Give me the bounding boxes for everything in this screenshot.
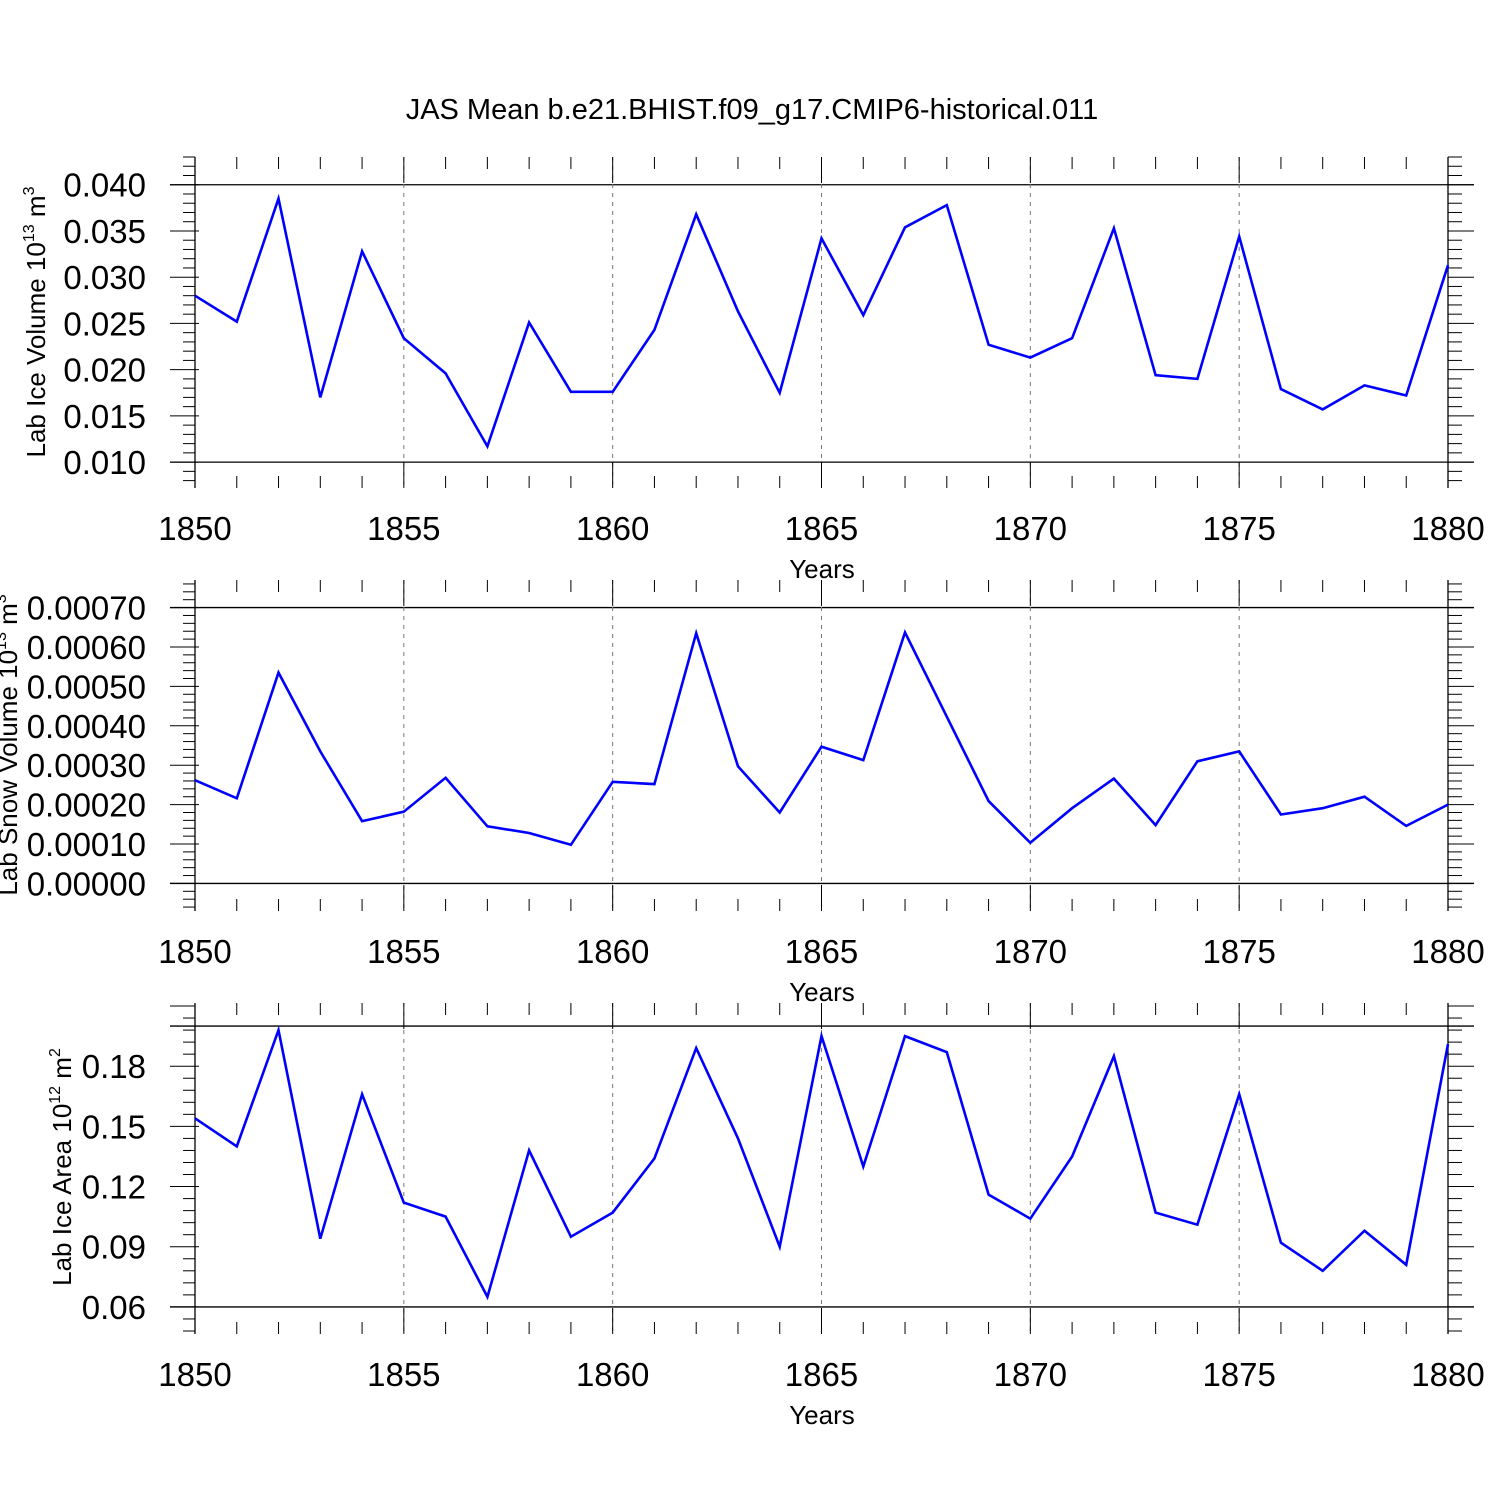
y-tick-label: 0.020 [63, 352, 146, 389]
x-axis-label: Years [789, 554, 855, 584]
chart-panel-2: 0.000000.000100.000200.000300.000400.000… [0, 580, 1485, 1007]
y-axis-label: Lab Ice Area 1012 m2 [47, 1048, 77, 1286]
x-tick-label: 1855 [367, 933, 440, 970]
x-tick-label: 1865 [785, 510, 858, 547]
y-tick-label: 0.035 [63, 213, 146, 250]
y-tick-label: 0.00020 [27, 787, 146, 824]
series-line-1 [194, 193, 1450, 450]
figure-title: JAS Mean b.e21.BHIST.f09_g17.CMIP6-histo… [406, 94, 1099, 126]
x-tick-label: 1860 [576, 1356, 649, 1393]
y-tick-label: 0.00000 [27, 865, 146, 902]
x-tick-label: 1850 [158, 933, 231, 970]
x-tick-label: 1870 [994, 933, 1067, 970]
y-tick-label: 0.030 [63, 259, 146, 296]
x-tick-label: 1870 [994, 510, 1067, 547]
x-tick-label: 1865 [785, 933, 858, 970]
y-tick-label: 0.06 [82, 1289, 146, 1326]
x-tick-label: 1880 [1411, 1356, 1484, 1393]
y-tick-label: 0.00010 [27, 826, 146, 863]
x-tick-label: 1880 [1411, 510, 1484, 547]
y-tick-label: 0.00040 [27, 708, 146, 745]
x-tick-label: 1865 [785, 1356, 858, 1393]
x-tick-label: 1880 [1411, 933, 1484, 970]
y-tick-label: 0.09 [82, 1229, 146, 1266]
panels: 0.010 0.015 0.020 0.025 0.030 0.035 0.040 1850 1… [0, 156, 1485, 1430]
x-tick-label: 1860 [576, 933, 649, 970]
y-axis-label: Lab Snow Volume 1013 m3 [0, 594, 23, 895]
series-line-2 [194, 628, 1449, 847]
y-tick-label: 0.040 [63, 167, 146, 204]
x-tick-label: 1850 [158, 1356, 231, 1393]
y-tick-label: 0.00030 [27, 747, 146, 784]
x-tick-label: 1850 [158, 510, 231, 547]
chart-panel-1: 0.010 0.015 0.020 0.025 0.030 0.035 0.040 1850 1… [21, 156, 1485, 584]
x-tick-label: 1860 [576, 510, 649, 547]
y-tick-label: 0.15 [82, 1108, 146, 1145]
y-axis-label: Lab Ice Volume 1013 m3 [21, 186, 51, 457]
x-tick-label: 1875 [1202, 1356, 1275, 1393]
y-tick-label: 0.010 [63, 444, 146, 481]
x-tick-label: 1855 [367, 1356, 440, 1393]
x-tick-label: 1870 [994, 1356, 1067, 1393]
x-tick-label: 1855 [367, 510, 440, 547]
y-tick-label: 0.00050 [27, 668, 146, 705]
x-tick-label: 1875 [1202, 510, 1275, 547]
y-tick-label: 0.12 [82, 1169, 146, 1206]
chart-panel-3: 0.06 0.09 0.12 0.15 0.18 1850 1855 1860 1865 1870… [47, 1003, 1485, 1430]
y-tick-label: 0.025 [63, 305, 146, 342]
y-tick-label: 0.00060 [27, 629, 146, 666]
x-tick-label: 1875 [1202, 933, 1275, 970]
y-tick-label: 0.18 [82, 1048, 146, 1085]
x-axis-label: Years [789, 1400, 855, 1430]
y-tick-label: 0.00070 [27, 590, 146, 627]
x-axis-label: Years [789, 977, 855, 1007]
y-tick-label: 0.015 [63, 398, 146, 435]
